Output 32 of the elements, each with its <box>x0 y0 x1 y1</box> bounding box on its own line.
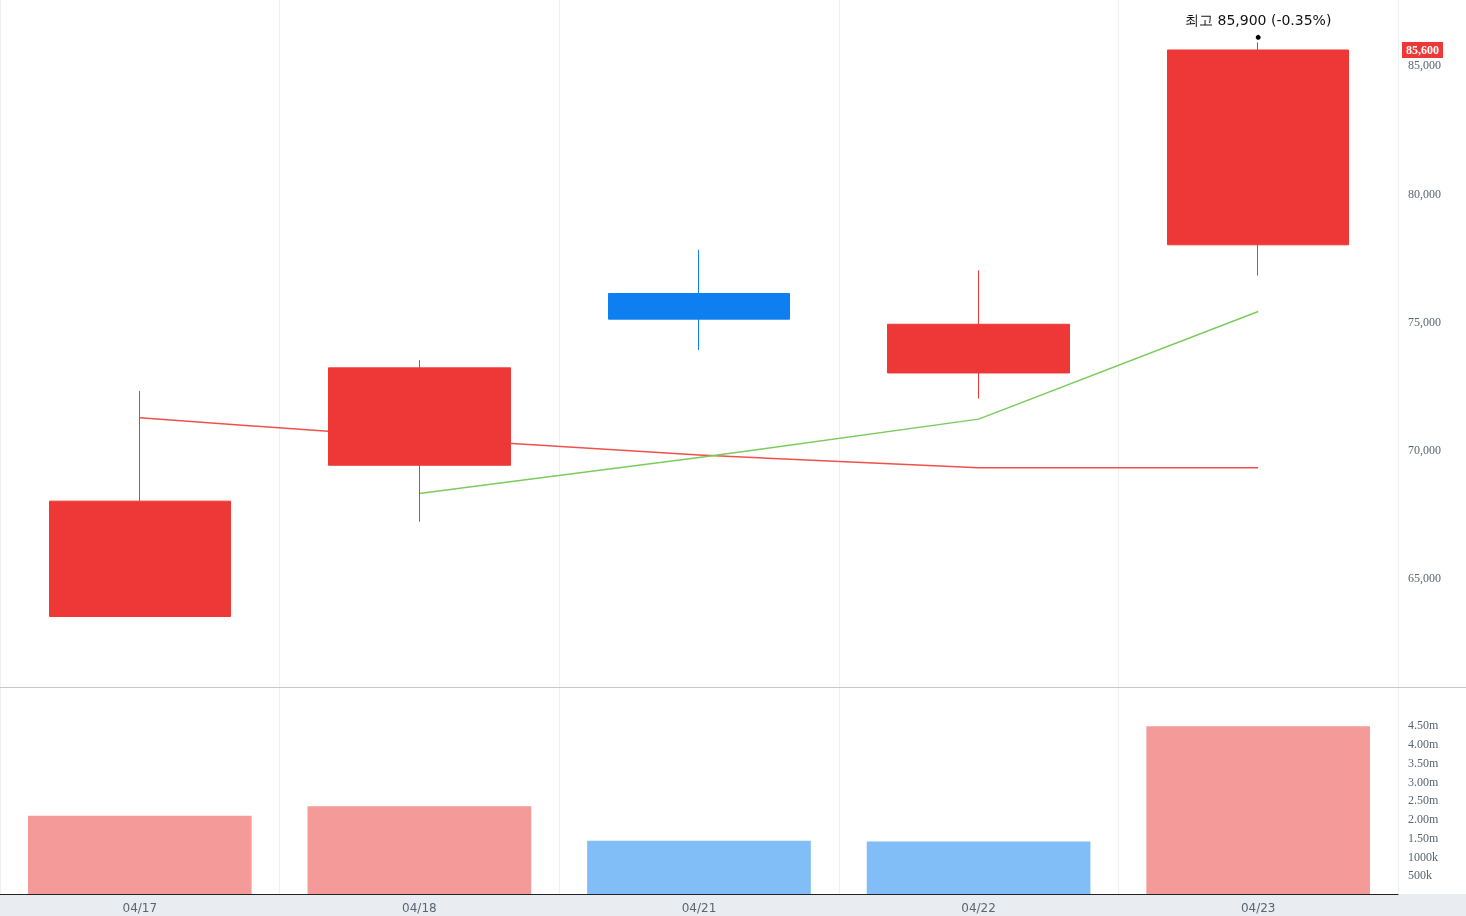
y-tick-label: 2.00m <box>1408 812 1439 827</box>
y-tick-label: 1.50m <box>1408 830 1439 845</box>
x-tick-label: 04/22 <box>961 901 996 915</box>
y-tick-label: 500k <box>1408 868 1432 883</box>
y-tick-label: 2.50m <box>1408 793 1439 808</box>
bar <box>1146 726 1371 894</box>
candlestick <box>1167 41 1349 277</box>
x-tick-label: 04/18 <box>402 901 437 915</box>
y-tick-label: 1000k <box>1408 849 1438 864</box>
y-tick-label: 85,000 <box>1408 58 1441 73</box>
y-tick-label: 65,000 <box>1408 571 1441 586</box>
bar <box>27 815 252 894</box>
y-tick-label: 4.50m <box>1408 718 1439 733</box>
y-tick-label: 75,000 <box>1408 314 1441 329</box>
y-tick-label: 4.00m <box>1408 737 1439 752</box>
y-tick-label: 70,000 <box>1408 442 1441 457</box>
candlestick <box>49 390 231 618</box>
x-tick-label: 04/17 <box>122 901 158 915</box>
bar <box>866 841 1091 894</box>
bar <box>307 806 532 894</box>
candlestick <box>608 249 790 351</box>
y-tick-label: 80,000 <box>1408 186 1441 201</box>
x-tick-label: 04/23 <box>1240 901 1276 915</box>
y-tick-label: 3.50m <box>1408 755 1439 770</box>
candlestick <box>887 269 1070 400</box>
bar <box>587 840 811 894</box>
candlestick <box>328 359 511 523</box>
line-series <box>418 310 1259 495</box>
annotation: 최고 85,900 (-0.35%) <box>1185 11 1332 28</box>
annotation: 85,600 <box>1406 42 1439 57</box>
y-tick-label: 3.00m <box>1408 774 1439 789</box>
x-tick-label: 04/21 <box>681 901 717 915</box>
